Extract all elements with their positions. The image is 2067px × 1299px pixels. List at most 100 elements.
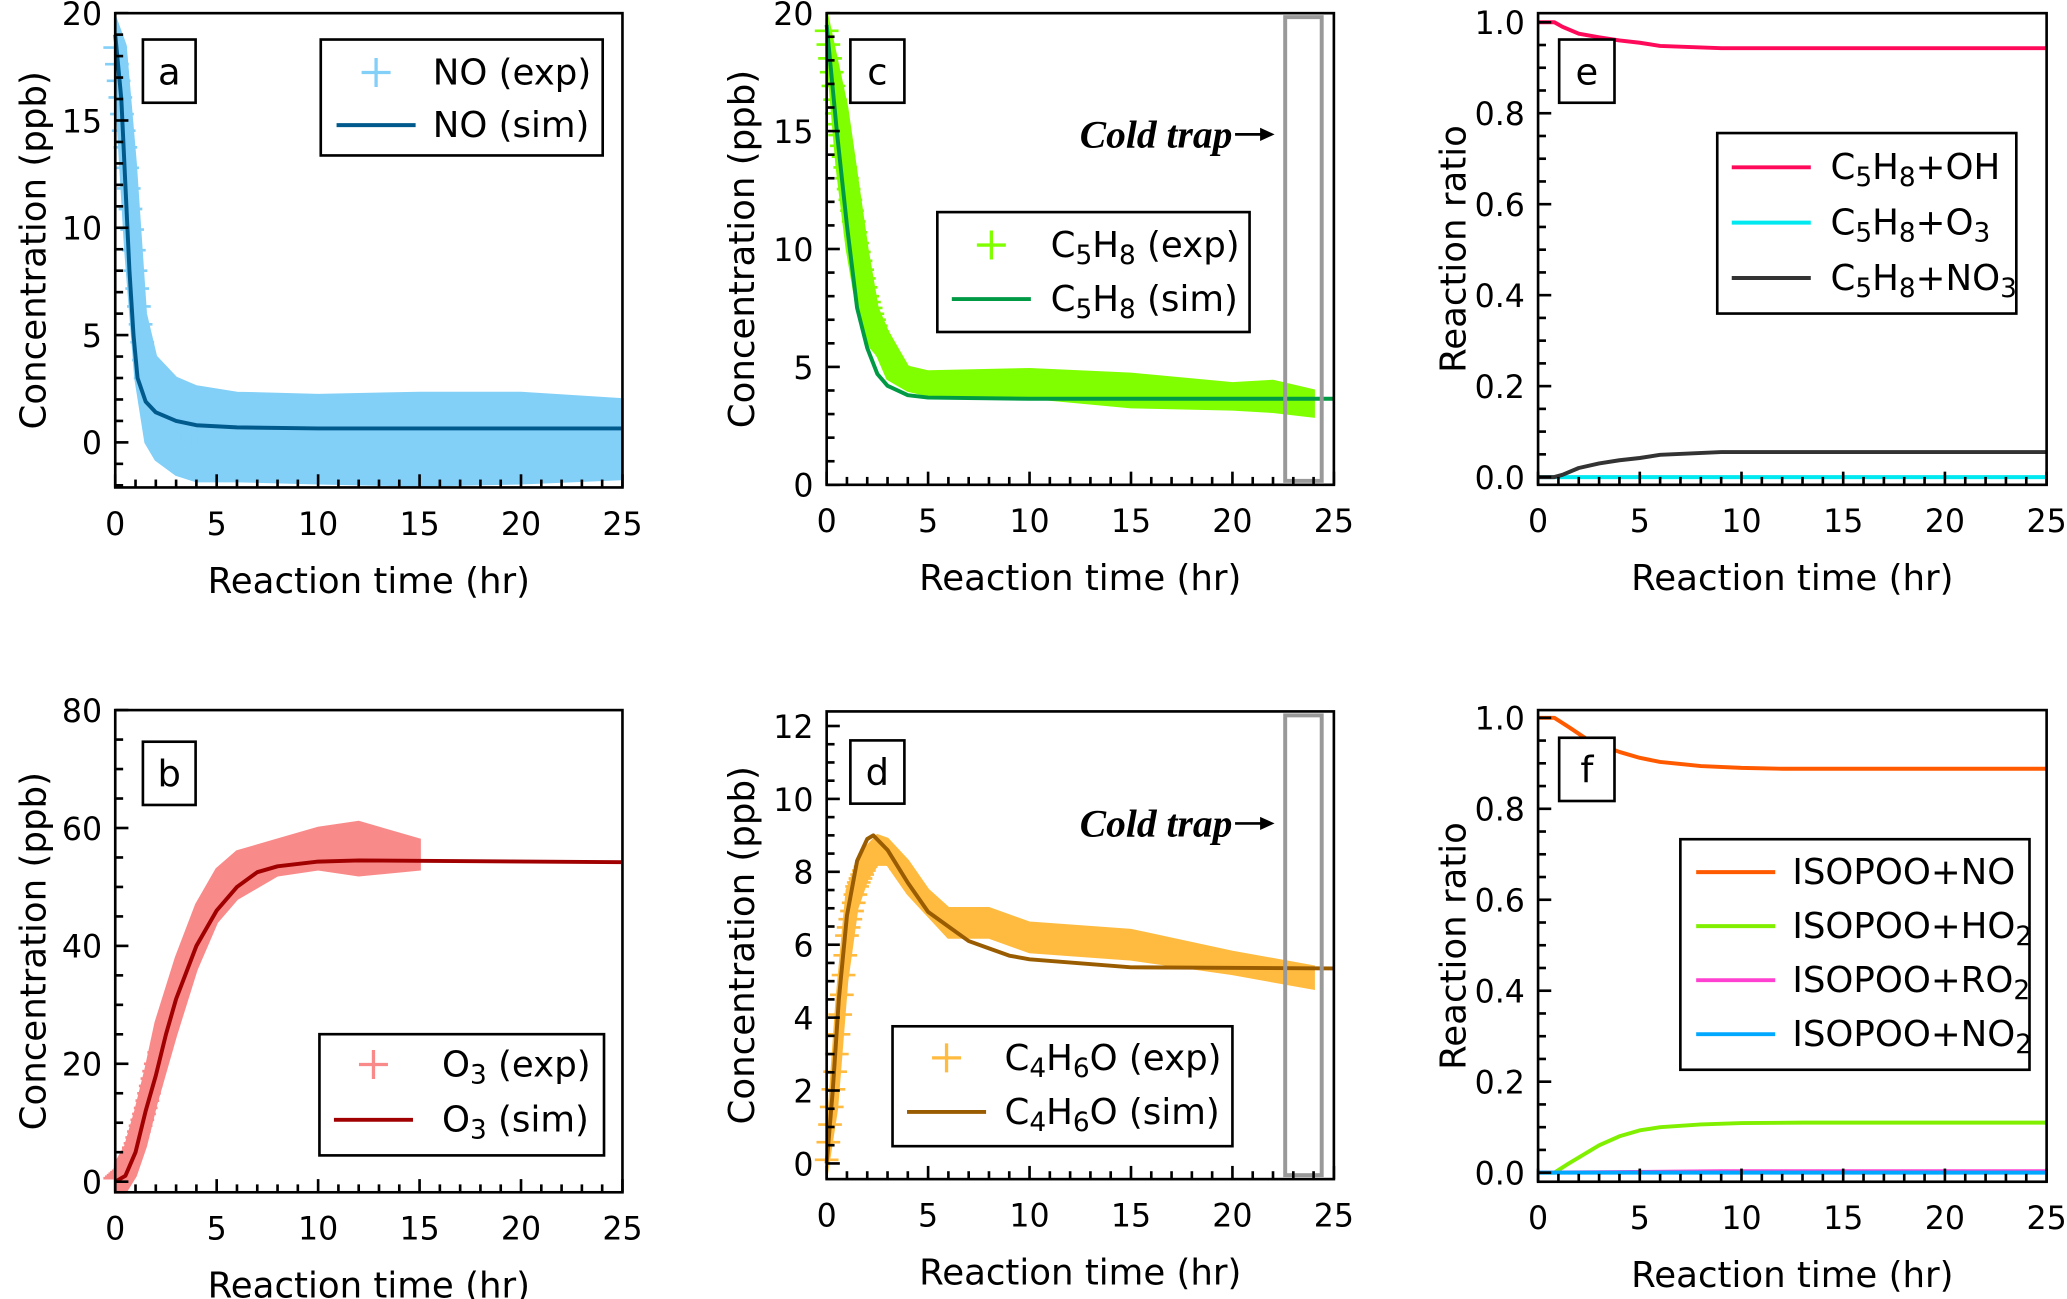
x-tick-label: 25: [1314, 504, 1354, 540]
x-tick-label: 20: [1212, 1199, 1252, 1235]
sim-line: [824, 833, 1334, 1164]
y-tick-label: 0.2: [1475, 1066, 1525, 1102]
x-tick-label: 25: [602, 1212, 642, 1248]
panel-label-box: [141, 38, 197, 105]
y-tick-label: 10: [773, 783, 813, 819]
exp-data-point: [857, 290, 881, 314]
y-tick-label: 1.0: [1475, 6, 1525, 42]
sim-line: [114, 858, 623, 1184]
exp-data-point: [835, 166, 859, 191]
y-tick-label: 20: [773, 0, 813, 33]
y-tick-label: 10: [773, 233, 813, 269]
legend-entry-label: NO (exp): [433, 52, 592, 93]
exp-data-point: [833, 155, 858, 180]
exp-data-point: [863, 313, 888, 338]
legend-entry-label: C5H8 (exp): [1051, 225, 1240, 271]
y-tick-label: 40: [62, 930, 102, 966]
y-tick-label: 8: [793, 856, 813, 892]
x-tick-label: 5: [918, 1199, 938, 1235]
sim-line: [113, 34, 623, 431]
x-tick-label: 20: [1925, 504, 1965, 540]
y-tick-label: 4: [793, 1001, 813, 1037]
x-tick-label: 25: [2026, 504, 2066, 540]
y-axis-label: Concentration (ppb): [13, 772, 54, 1130]
legend-entry-label: C5H8+OH: [1831, 147, 2001, 192]
arrow-head-icon: [1260, 127, 1275, 141]
x-tick-label: 0: [817, 1199, 837, 1235]
y-tick-label: 1.0: [1475, 702, 1525, 738]
exp-data-point: [860, 301, 885, 326]
y-tick-label: 10: [62, 212, 102, 248]
x-tick-label: 10: [1721, 504, 1761, 540]
cold-trap-box: [1283, 713, 1324, 1178]
y-tick-label: 0.4: [1475, 279, 1525, 315]
x-tick-label: 0: [105, 507, 125, 543]
exp-data-point: [836, 177, 861, 201]
legend-entry-label: ISOPOO+NO2: [1792, 1014, 2032, 1060]
plot-frame: [113, 708, 624, 1194]
legend: NO (exp) NO (sim): [319, 38, 605, 157]
y-axis-label: Concentration (ppb): [13, 71, 54, 429]
x-tick-label: 10: [298, 507, 338, 543]
y-tick-label: 0: [82, 426, 102, 462]
y-tick-label: 0.0: [1475, 461, 1525, 497]
panel-label: f: [1580, 749, 1594, 792]
legend: C5H8 (exp) C5H8 (sim): [936, 210, 1251, 334]
y-tick-label: 0: [82, 1166, 102, 1202]
panel-label: a: [158, 50, 181, 93]
y-tick-label: 0.2: [1475, 370, 1525, 406]
x-tick-label: 15: [399, 1212, 439, 1248]
y-axis-label: Concentration (ppb): [722, 766, 763, 1124]
panel-label: b: [158, 753, 181, 796]
sim-line: [1538, 715, 2047, 771]
x-axis-label: Reaction time (hr): [208, 1266, 530, 1299]
x-tick-label: 10: [1721, 1201, 1761, 1237]
exp-data-point: [831, 144, 856, 169]
y-tick-label: 0.0: [1475, 1157, 1525, 1193]
legend-entry-label: NO (sim): [433, 105, 590, 146]
exp-data-point: [895, 366, 920, 391]
y-tick-label: 0.6: [1475, 884, 1525, 920]
exp-data-point: [116, 176, 141, 201]
x-tick-label: 0: [1528, 1201, 1548, 1237]
x-tick-label: 15: [1111, 504, 1151, 540]
legend-entry-label: O3 (sim): [442, 1100, 589, 1146]
cold-trap-box: [1283, 15, 1324, 483]
legend: C4H6O (exp) C4H6O (sim): [891, 1024, 1234, 1148]
sim-line: [824, 24, 1334, 401]
exp-data-point: [830, 133, 854, 158]
x-tick-label: 20: [1212, 504, 1252, 540]
y-tick-label: 0.4: [1475, 975, 1525, 1011]
legend: C5H8+OH C5H8+O3 C5H8+NO3: [1715, 131, 2018, 315]
panel-label-box: [1557, 736, 1616, 803]
x-axis-label: Reaction time (hr): [919, 1253, 1241, 1294]
x-axis-label: Reaction time (hr): [919, 558, 1241, 599]
y-tick-label: 2: [793, 1074, 813, 1110]
x-tick-label: 15: [1823, 504, 1863, 540]
y-tick-label: 20: [62, 1048, 102, 1084]
y-tick-label: 5: [793, 351, 813, 387]
exp-data-point: [892, 362, 917, 387]
x-tick-label: 5: [1630, 1201, 1650, 1237]
legend-marker-plus-icon: [361, 57, 391, 87]
legend-entry-label: ISOPOO+HO2: [1792, 906, 2032, 951]
exp-data-point: [862, 307, 886, 332]
y-axis-label: Reaction ratio: [1434, 125, 1475, 373]
y-tick-label: 6: [793, 929, 813, 965]
legend-entry-label: C5H8 (sim): [1051, 279, 1238, 325]
y-axis-label: Reaction ratio: [1434, 822, 1475, 1070]
x-tick-label: 10: [1009, 1199, 1049, 1235]
y-tick-label: 20: [62, 0, 102, 33]
legend: ISOPOO+NO ISOPOO+HO2 ISOPOO+RO2 ISOPOO+NO2: [1679, 837, 2032, 1072]
legend-entry-label: C4H6O (exp): [1005, 1038, 1222, 1084]
legend-box: [936, 210, 1251, 334]
x-tick-label: 25: [602, 507, 642, 543]
sim-line: [1538, 1120, 2047, 1175]
y-tick-label: 15: [62, 104, 102, 140]
legend-entry-label: ISOPOO+RO2: [1792, 960, 2030, 1006]
y-tick-label: 15: [773, 115, 813, 151]
y-tick-label: 5: [82, 319, 102, 355]
x-tick-label: 15: [1111, 1199, 1151, 1235]
panel-c: Cold trap 0 5 10 15 20 25 0 5 10 15 20 Reaction time…: [722, 0, 1354, 599]
panel-label-box: [849, 38, 906, 105]
